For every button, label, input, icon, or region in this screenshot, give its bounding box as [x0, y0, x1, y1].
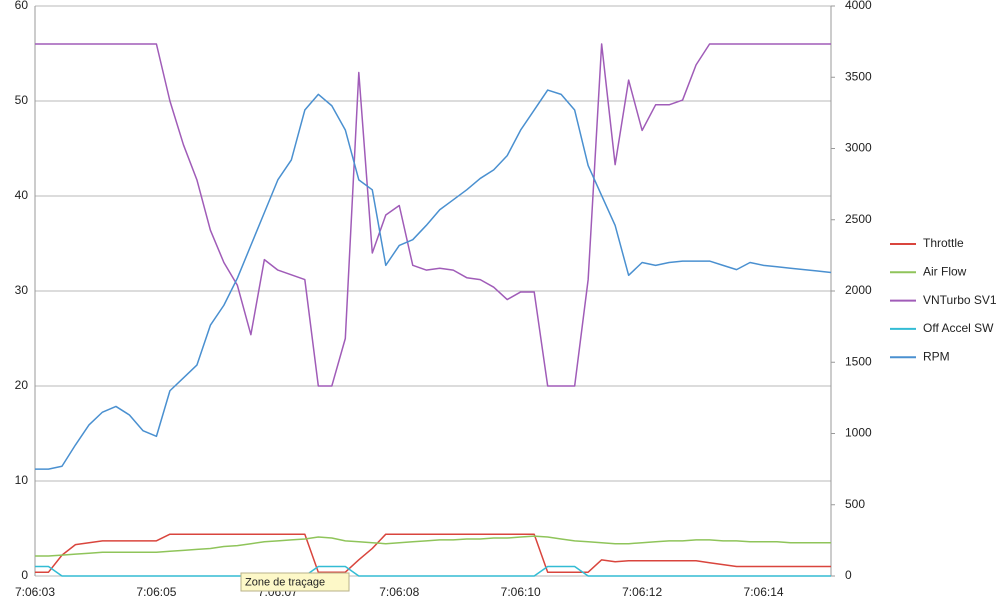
- y-tick-label: 10: [15, 473, 29, 487]
- legend-label: Throttle: [923, 236, 964, 250]
- legend-label: RPM: [923, 349, 950, 363]
- x-tick-label: 7:06:03: [15, 585, 55, 599]
- series-line: [35, 565, 831, 577]
- y2-tick-label: 3500: [845, 69, 872, 83]
- y-tick-label: 20: [15, 378, 29, 392]
- legend-label: Off Accel SW: [923, 321, 994, 335]
- y2-tick-label: 1500: [845, 354, 872, 368]
- x-tick-label: 7:06:12: [622, 585, 662, 599]
- series-line: [35, 43, 831, 387]
- y2-tick-label: 500: [845, 497, 865, 511]
- x-tick-label: 7:06:05: [136, 585, 176, 599]
- y2-tick-label: 1000: [845, 426, 872, 440]
- y-tick-label: 30: [15, 283, 29, 297]
- series-line: [35, 535, 831, 557]
- x-tick-label: 7:06:10: [501, 585, 541, 599]
- tooltip: Zone de traçage: [245, 576, 325, 588]
- tooltip-box: [240, 572, 350, 592]
- y2-tick-label: 0: [845, 568, 852, 582]
- legend-label: Air Flow: [923, 264, 967, 278]
- x-tick-label: 7:06:08: [379, 585, 419, 599]
- legend-label: VNTurbo SV1: [923, 293, 997, 307]
- y-tick-label: 50: [15, 93, 29, 107]
- y-tick-label: 40: [15, 188, 29, 202]
- y-tick-label: 0: [21, 568, 28, 582]
- x-tick-label: 7:06:14: [744, 585, 784, 599]
- series-line: [35, 533, 831, 573]
- y2-tick-label: 2000: [845, 283, 872, 297]
- y2-tick-label: 2500: [845, 212, 872, 226]
- series-line: [35, 89, 832, 470]
- y2-tick-label: 3000: [845, 141, 872, 155]
- y2-tick-label: 4000: [845, 0, 872, 12]
- y-tick-label: 60: [15, 0, 29, 12]
